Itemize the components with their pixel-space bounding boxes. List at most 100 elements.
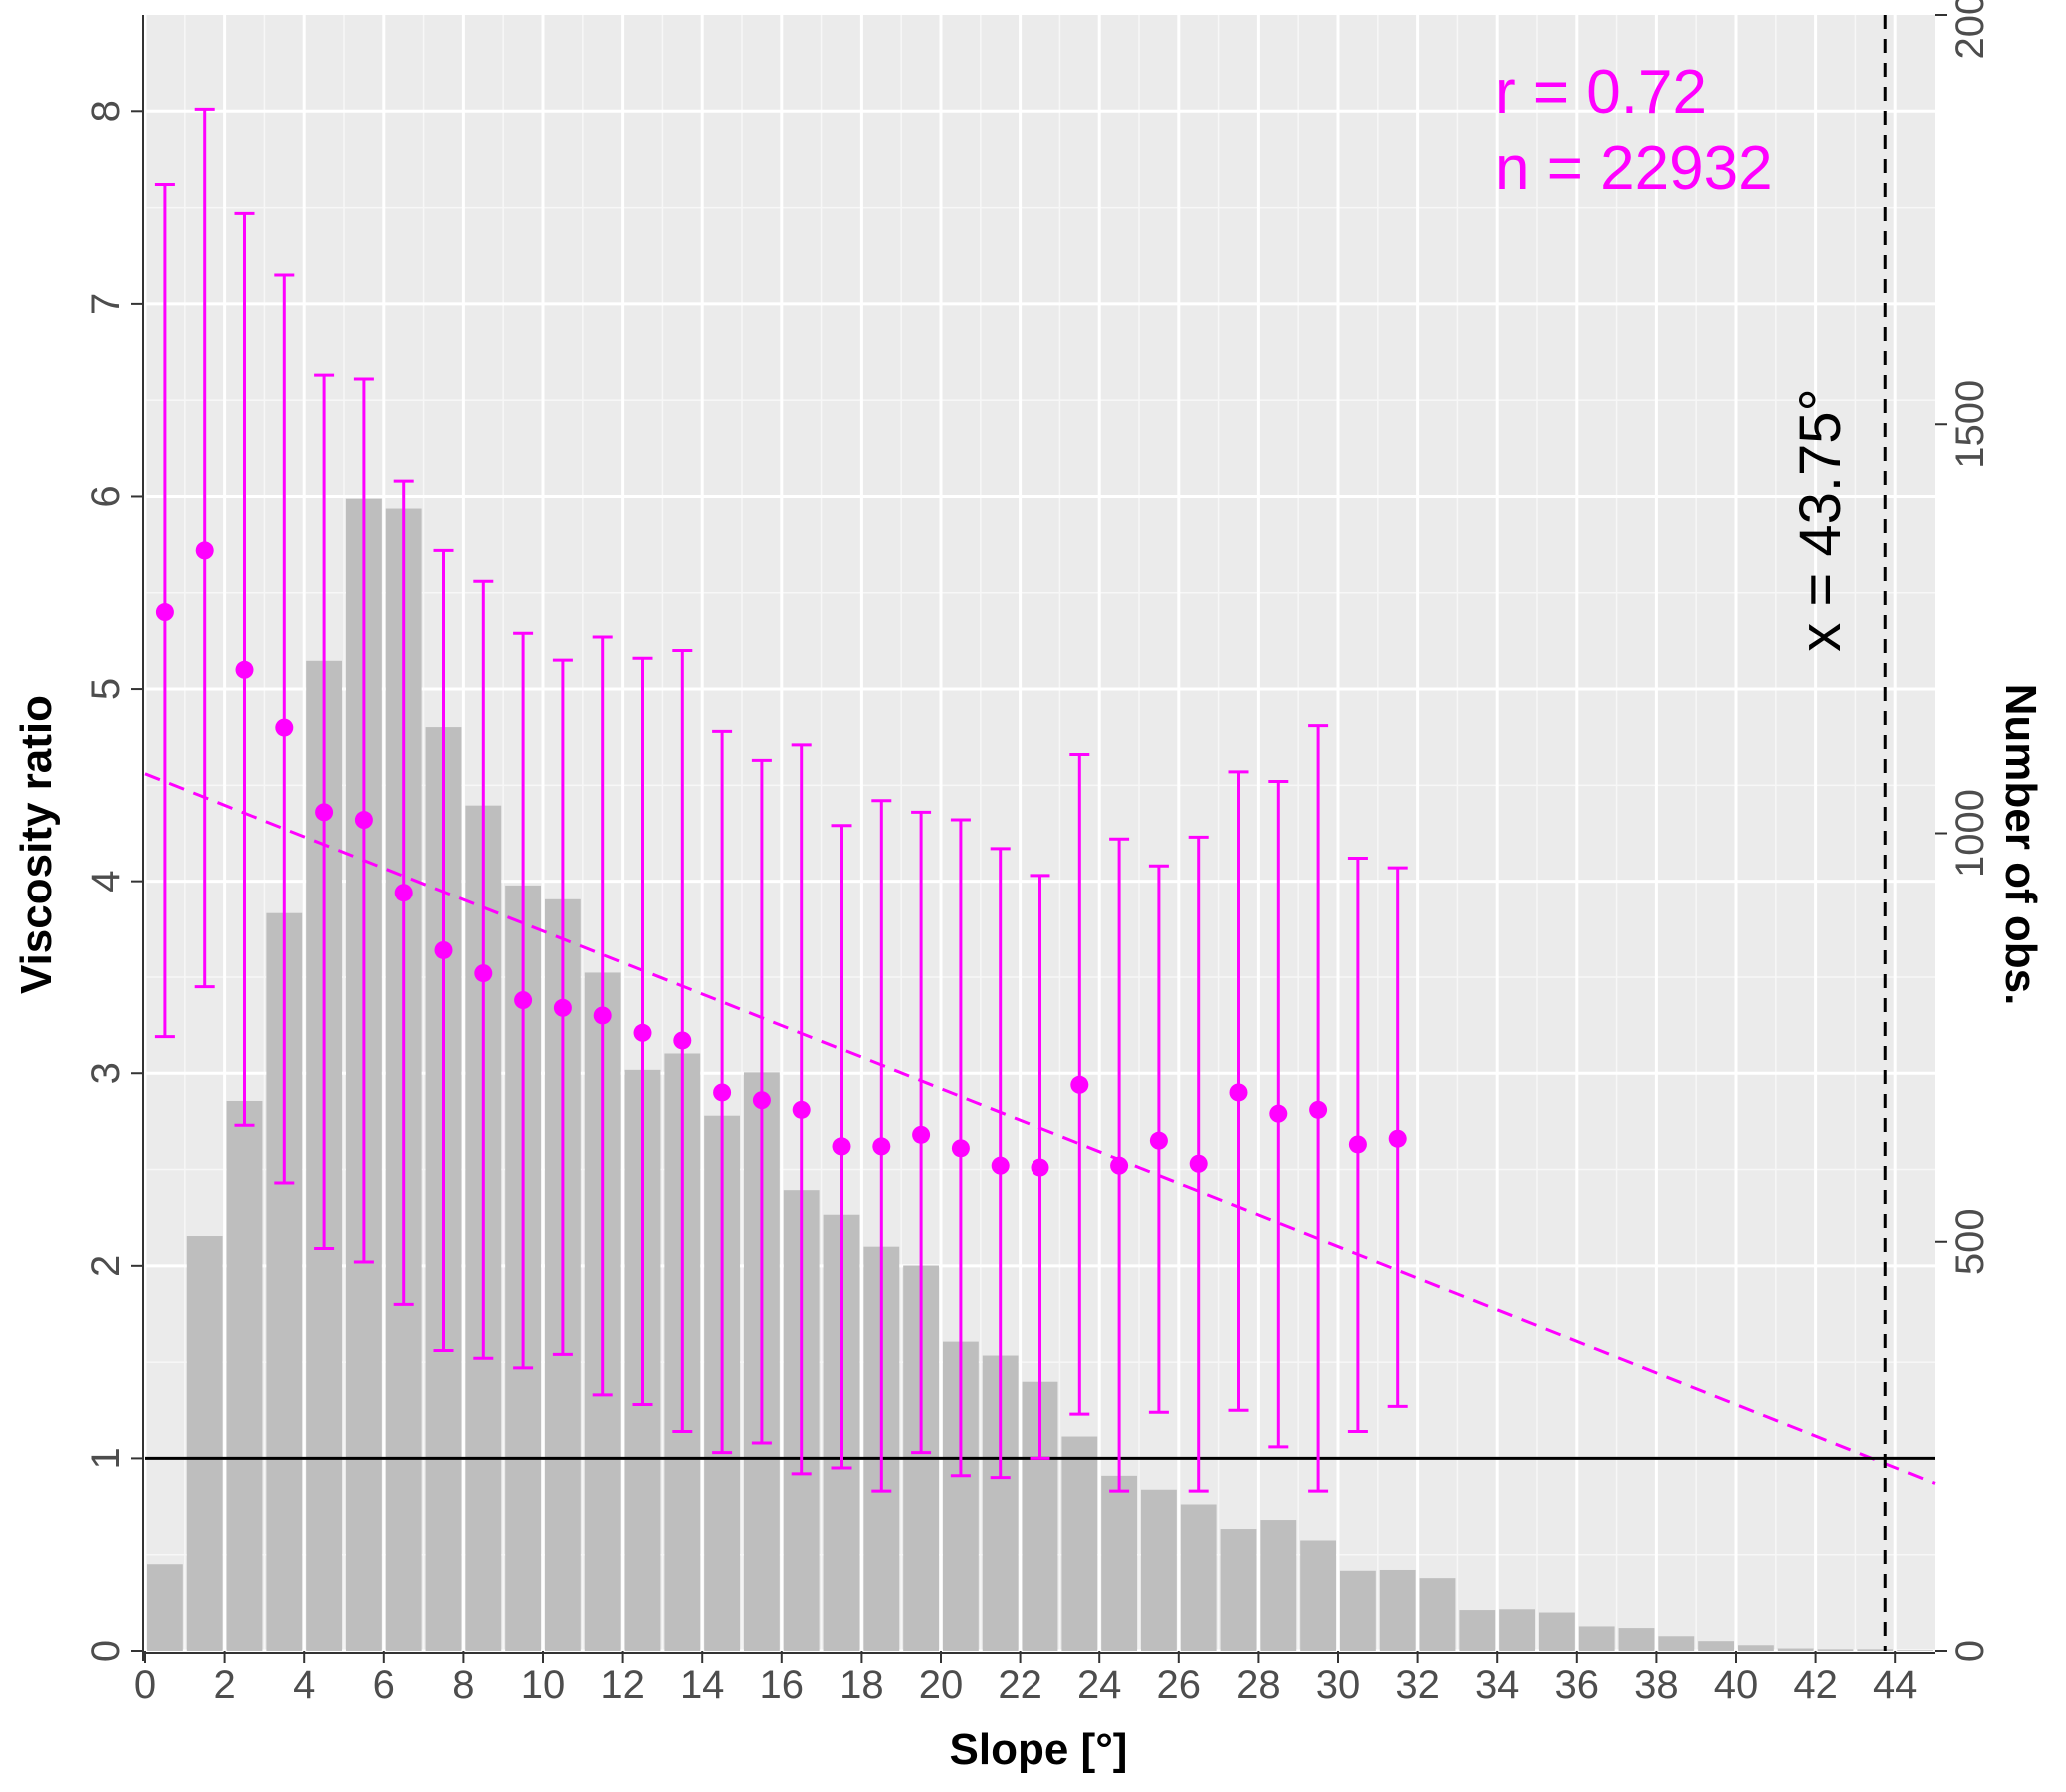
mean-point — [275, 718, 294, 737]
y-tick-label: 4 — [84, 871, 128, 893]
x-tick-label: 30 — [1316, 1663, 1361, 1707]
obs-bar — [1897, 1650, 1934, 1651]
obs-bar — [1419, 1578, 1456, 1651]
x-tick-label: 20 — [919, 1663, 964, 1707]
mean-point — [593, 1006, 612, 1025]
obs-bar — [1180, 1504, 1217, 1651]
mean-point — [1388, 1129, 1407, 1148]
obs-bar — [1777, 1648, 1814, 1651]
mean-point — [155, 603, 174, 622]
mean-point — [354, 811, 373, 830]
y-tick-label: 0 — [84, 1640, 128, 1662]
mean-point — [474, 964, 493, 983]
x-tick-label: 12 — [600, 1663, 645, 1707]
mean-point — [1269, 1104, 1288, 1123]
r-annotation: r = 0.72 — [1495, 58, 1707, 127]
x-tick-label: 26 — [1157, 1663, 1202, 1707]
obs-bar — [1817, 1649, 1854, 1651]
axes: 0 2 4 6 8 10 12 14 16 18 20 22 24 26 28 30 32 34 36 38 40 42 4… — [84, 0, 1992, 1707]
mean-point — [434, 940, 453, 959]
obs-bar — [226, 1100, 263, 1651]
obs-bar — [1499, 1609, 1536, 1651]
mean-point — [1070, 1075, 1089, 1094]
x-tick-label: 18 — [839, 1663, 884, 1707]
mean-point — [1031, 1158, 1049, 1177]
x-tick-label: 28 — [1236, 1663, 1281, 1707]
x-tick-label: 36 — [1555, 1663, 1600, 1707]
mean-point — [951, 1139, 970, 1158]
y-tick-label: 5 — [84, 678, 128, 700]
obs-bar — [1857, 1649, 1894, 1651]
y2-tick-label: 0 — [1948, 1640, 1992, 1662]
y-tick-label: 6 — [84, 485, 128, 507]
y2-axis-title: Number of obs. — [1996, 684, 2045, 1006]
obs-bar — [1737, 1645, 1774, 1651]
obs-bar — [1578, 1626, 1615, 1651]
obs-bar — [1658, 1636, 1695, 1651]
mean-point — [553, 998, 572, 1017]
x-tick-label: 44 — [1873, 1663, 1918, 1707]
y-tick-label: 8 — [84, 100, 128, 122]
mean-point — [1110, 1156, 1129, 1175]
mean-point — [752, 1091, 771, 1110]
x-tick-label: 34 — [1475, 1663, 1520, 1707]
x-tick-label: 8 — [452, 1663, 474, 1707]
x-tick-label: 14 — [680, 1663, 725, 1707]
obs-bar — [1538, 1612, 1575, 1651]
x-tick-label: 0 — [134, 1663, 156, 1707]
mean-point — [514, 991, 533, 1010]
y2-tick-label: 1000 — [1948, 789, 1992, 878]
mean-point — [394, 884, 413, 902]
obs-bar — [1459, 1610, 1496, 1651]
obs-bar — [1061, 1436, 1098, 1651]
x-tick-label: 40 — [1714, 1663, 1759, 1707]
n-annotation: n = 22932 — [1495, 134, 1773, 203]
x-tick-label: 16 — [760, 1663, 805, 1707]
y-tick-label: 3 — [84, 1062, 128, 1084]
y-tick-label: 2 — [84, 1255, 128, 1277]
obs-bar — [186, 1236, 223, 1651]
x-tick-label: 2 — [213, 1663, 235, 1707]
mean-point — [315, 803, 334, 822]
mean-point — [195, 541, 214, 560]
obs-bar — [146, 1564, 183, 1651]
x-tick-label: 22 — [998, 1663, 1042, 1707]
x-tick-label: 24 — [1077, 1663, 1122, 1707]
y-tick-label: 7 — [84, 293, 128, 315]
x-tick-label: 42 — [1793, 1663, 1838, 1707]
x-tick-label: 6 — [373, 1663, 395, 1707]
obs-bar — [1698, 1641, 1735, 1651]
obs-bar — [1379, 1569, 1416, 1651]
mean-point — [832, 1137, 851, 1156]
obs-bar — [1220, 1529, 1257, 1651]
obs-bar — [1260, 1520, 1297, 1651]
mean-point — [991, 1156, 1010, 1175]
y-axis-title: Viscosity ratio — [12, 695, 61, 994]
mean-point — [1229, 1083, 1248, 1102]
y-tick-label: 1 — [84, 1447, 128, 1469]
x-tick-label: 38 — [1634, 1663, 1679, 1707]
obs-bar — [1618, 1628, 1655, 1651]
mean-point — [673, 1031, 692, 1050]
mean-point — [792, 1100, 811, 1119]
mean-point — [1189, 1154, 1208, 1173]
vline-annotation: x = 43.75° — [1788, 388, 1853, 651]
y2-tick-label: 1500 — [1948, 380, 1992, 469]
mean-points — [155, 541, 1407, 1177]
mean-point — [633, 1023, 652, 1042]
x-tick-label: 4 — [293, 1663, 315, 1707]
obs-bar — [1140, 1489, 1177, 1651]
y2-tick-label: 2000 — [1948, 0, 1992, 59]
y2-tick-label: 500 — [1948, 1208, 1992, 1275]
mean-point — [713, 1083, 732, 1102]
mean-point — [1309, 1100, 1328, 1119]
mean-point — [1149, 1131, 1168, 1150]
obs-bar — [1101, 1475, 1138, 1651]
minor-grid — [145, 15, 1935, 1651]
mean-point — [235, 660, 254, 679]
mean-point — [1348, 1135, 1367, 1154]
x-tick-label: 32 — [1395, 1663, 1440, 1707]
x-tick-label: 10 — [521, 1663, 566, 1707]
obs-bar — [1300, 1540, 1337, 1651]
